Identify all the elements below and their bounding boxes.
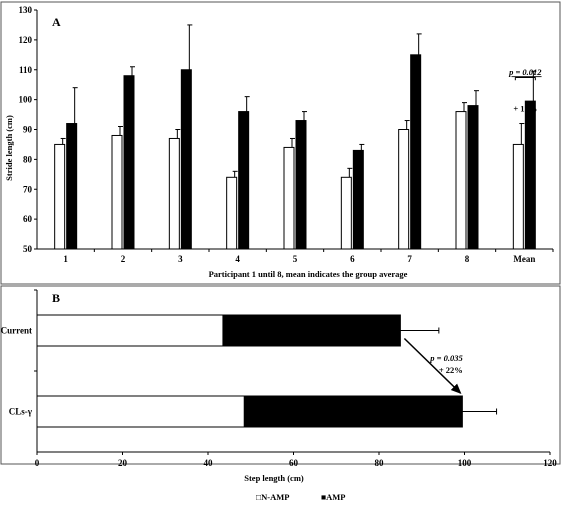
legend-n-amp: □N-AMP (256, 492, 289, 502)
bar-n-amp (111, 134, 123, 250)
p-value-label: p = 0.035 (429, 353, 463, 363)
x-tick-label: 3 (178, 254, 183, 264)
panel-a-xlabel: Participant 1 until 8, mean indicates th… (209, 269, 408, 279)
x-tick-label: 5 (293, 254, 298, 264)
x-tick-label: 1 (63, 254, 68, 264)
y-tick-label: CLs-γ (9, 407, 33, 417)
change-label: + 22% (439, 365, 463, 375)
x-tick-label: 80 (375, 458, 385, 468)
y-tick-label: Current (1, 326, 32, 336)
bar-amp (243, 395, 463, 428)
x-tick-label: Mean (513, 254, 535, 264)
y-tick-label: 110 (19, 65, 33, 75)
bar-amp (467, 105, 479, 250)
bar-n-amp (168, 137, 180, 250)
panel-b-xlabel: Step length (cm) (244, 473, 304, 483)
panel-a-letter: A (52, 15, 61, 29)
x-tick-label: 40 (204, 458, 214, 468)
comparison-arrow (403, 337, 462, 395)
legend-n-amp-marker: □ (256, 492, 261, 502)
x-tick-label: 6 (350, 254, 355, 264)
panel-b-plot: 0 20 40 60 80 100 120 Current CLs-γ p = 0.035 + 22… (1, 289, 557, 468)
legend-n-amp-label: N-AMP (261, 492, 289, 502)
x-tick-label: 4 (235, 254, 240, 264)
bar-n-amp (398, 129, 410, 250)
change-label: + 17% (513, 104, 537, 114)
legend-amp: ■AMP (321, 492, 346, 502)
bar-n-amp (455, 111, 467, 250)
bar-amp (352, 149, 364, 250)
y-tick-label: 60 (23, 214, 33, 224)
bar-amp (238, 111, 250, 250)
y-tick-label: 90 (23, 125, 33, 135)
x-tick-label: 8 (465, 254, 470, 264)
bar-n-amp (283, 146, 295, 250)
y-tick-label: 70 (23, 184, 33, 194)
bar-n-amp (226, 176, 238, 250)
legend-amp-label: AMP (326, 492, 345, 502)
y-tick-label: 120 (19, 35, 33, 45)
y-tick-label: 100 (19, 95, 33, 105)
bar-amp (123, 75, 135, 250)
p-value-label: p = 0.012 (508, 67, 542, 77)
x-tick-label: 7 (407, 254, 412, 264)
bar-n-amp (36, 314, 224, 347)
panel-b-letter: B (52, 291, 60, 305)
x-tick-label: 100 (458, 458, 472, 468)
bar-amp (66, 123, 78, 250)
bar-n-amp (36, 395, 245, 428)
y-tick-label: 130 (19, 5, 33, 15)
bar-amp (524, 100, 536, 250)
panel-a-frame (0, 1, 561, 285)
bar-n-amp (340, 176, 352, 250)
panel-b-frame (0, 285, 561, 465)
bar-amp (295, 120, 307, 250)
y-tick-label: 80 (23, 154, 33, 164)
x-tick-label: 0 (35, 458, 40, 468)
bar-amp (222, 314, 401, 347)
x-tick-label: 2 (121, 254, 126, 264)
bar-n-amp (512, 143, 524, 250)
x-tick-label: 60 (289, 458, 299, 468)
y-tick-label: 50 (23, 244, 33, 254)
x-tick-label: 120 (543, 458, 557, 468)
panel-a-plot: 50 60 70 80 90 100 110 120 130 1 2 3 4 5 6 7 8 Mean p = 0.… (19, 5, 554, 264)
panel-a-ylabel: Stride length (cm) (4, 115, 14, 181)
bar-amp (410, 54, 422, 250)
legend-amp-marker: ■ (321, 492, 326, 502)
bar-amp (180, 69, 192, 250)
x-tick-label: 20 (118, 458, 128, 468)
bar-n-amp (54, 143, 66, 250)
